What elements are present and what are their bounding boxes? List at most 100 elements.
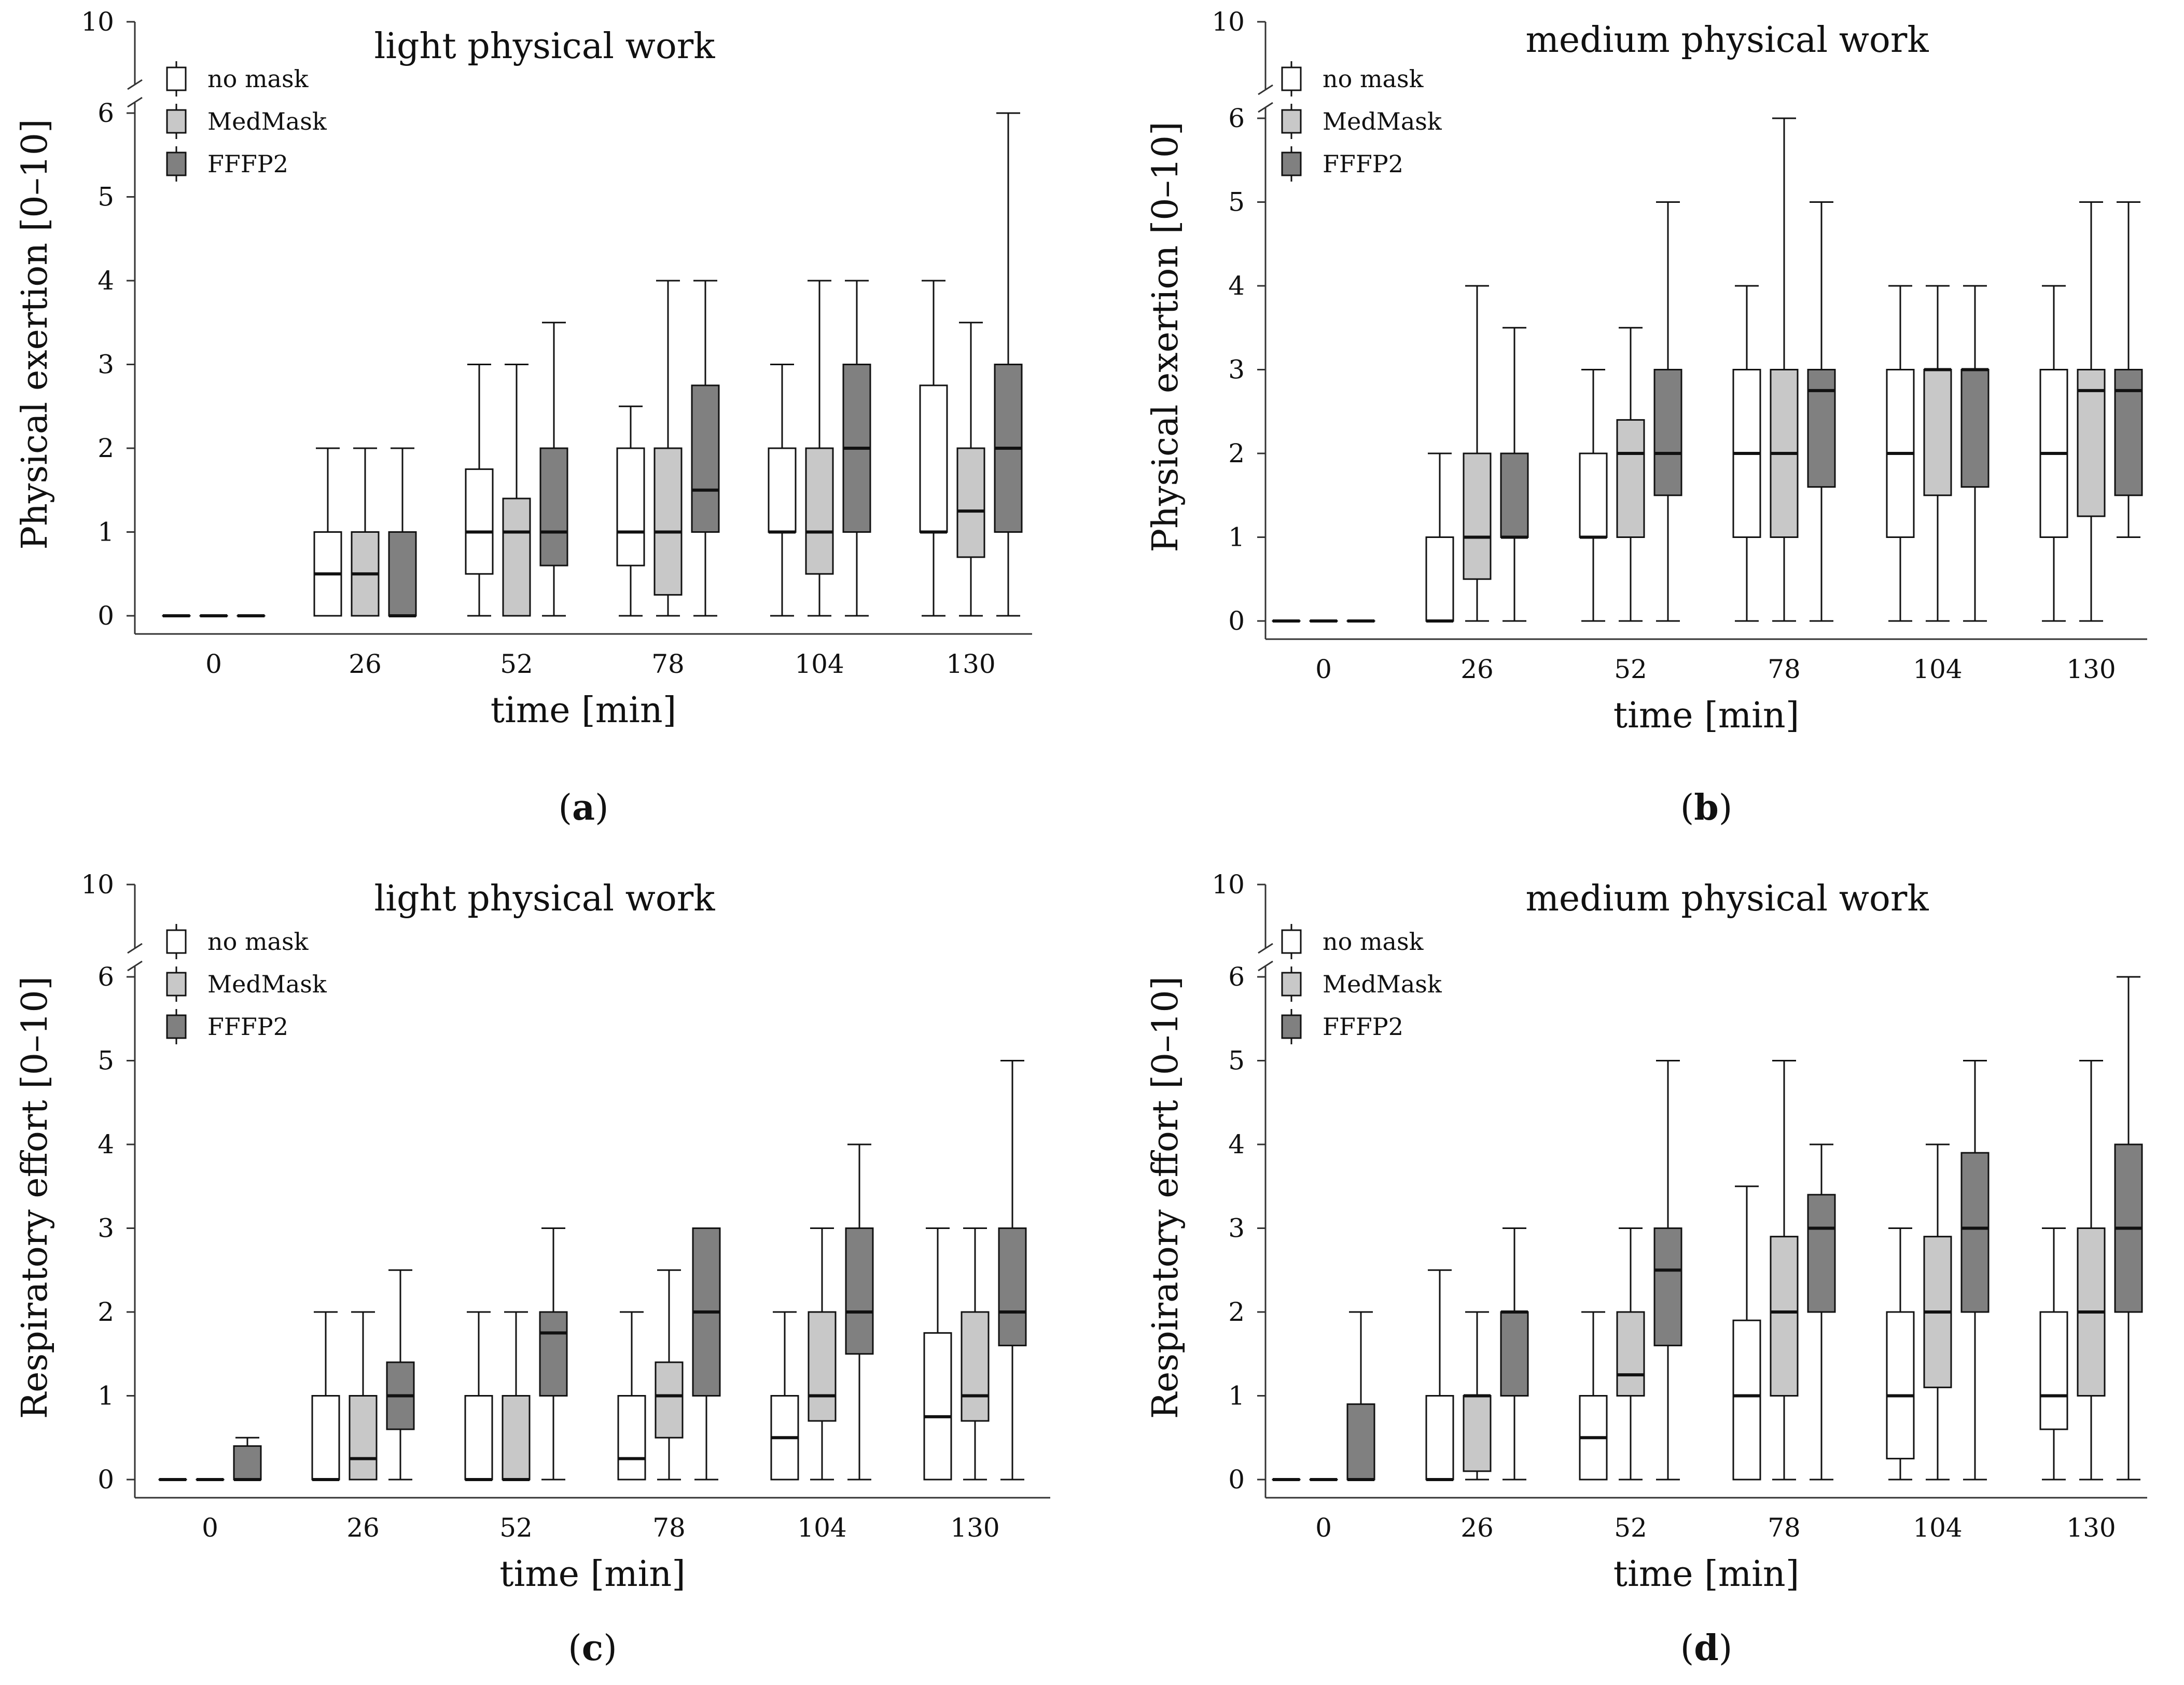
box-fffp2-52 [539, 322, 568, 617]
box-fffp2-78 [692, 1227, 721, 1481]
box-no-mask-52 [464, 1311, 493, 1481]
box-iqr [388, 531, 417, 617]
x-tick-label: 104 [795, 649, 844, 679]
box-fffp2-52 [539, 1227, 568, 1481]
box-no-mask-104 [768, 364, 797, 617]
box-iqr [923, 1332, 952, 1481]
box-no-mask-130 [919, 280, 948, 617]
y-tick-label: 10 [1212, 7, 1245, 37]
x-axis-label: time [min] [499, 1554, 686, 1595]
y-tick-label: 4 [98, 1129, 114, 1159]
legend-label: FFFP2 [1323, 150, 1403, 178]
box-medmask-52 [502, 364, 531, 617]
box-no-mask-130 [2039, 1227, 2068, 1481]
legend-swatch [1281, 151, 1302, 176]
axis-break-mark [127, 96, 143, 108]
box-medmask-26 [351, 447, 380, 617]
box-medmask-104 [808, 1227, 837, 1481]
box-no-mask-52 [465, 364, 494, 617]
chart-title: light physical work [374, 878, 716, 919]
y-tick-label: 0 [98, 1465, 114, 1495]
axis-break-mark [1258, 84, 1273, 95]
legend-swatch [166, 109, 187, 134]
box-no-mask-78 [1732, 285, 1761, 622]
legend-swatch [1281, 972, 1302, 997]
box-iqr [1500, 1311, 1529, 1397]
box-iqr [1732, 1319, 1761, 1481]
box-fffp2-26 [388, 447, 417, 617]
box-medmask-104 [1923, 285, 1952, 622]
legend-label: MedMask [207, 107, 327, 135]
y-tick-label: 2 [98, 433, 114, 463]
y-tick-label: 6 [1228, 962, 1245, 992]
box-iqr [539, 447, 568, 567]
y-tick-label: 1 [98, 517, 114, 547]
box-fffp2-130 [2114, 976, 2143, 1481]
x-tick-label: 0 [1315, 1513, 1332, 1543]
y-tick-label: 4 [98, 266, 114, 296]
y-tick-label: 2 [1228, 438, 1245, 468]
box-iqr [464, 1395, 493, 1481]
legend-label: no mask [207, 65, 309, 93]
box-iqr [617, 1395, 646, 1481]
box-no-mask-52 [1579, 369, 1608, 622]
x-tick-label: 104 [1913, 1513, 1962, 1543]
x-tick-label: 26 [349, 649, 382, 679]
box-fffp2-52 [1653, 1060, 1682, 1481]
box-iqr [691, 384, 720, 533]
box-medmask-52 [1616, 1227, 1645, 1481]
box-iqr [539, 1311, 568, 1397]
legend: no mask MedMask FFFP2 [1281, 61, 1442, 182]
chart-panel-a: light physical work 0 1 2 3 4 5 6 10 Physical exe… [15, 7, 1032, 828]
box-medmask-130 [961, 1227, 990, 1481]
y-tick-label: 10 [81, 7, 114, 37]
legend: no mask MedMask FFFP2 [166, 61, 327, 182]
box-fffp2-130 [2114, 201, 2143, 538]
box-medmask-78 [653, 280, 683, 617]
box-iqr [233, 1445, 262, 1481]
x-tick-label: 78 [1768, 1513, 1801, 1543]
box-iqr [768, 447, 797, 533]
legend-swatch [1281, 109, 1302, 134]
box-fffp2-52 [1653, 201, 1682, 622]
box-no-mask-78 [616, 405, 645, 617]
panel-letter: (d) [1680, 1627, 1733, 1669]
x-tick-label: 78 [651, 649, 685, 679]
box-medmask-130 [2077, 201, 2106, 622]
box-iqr [1346, 1403, 1375, 1481]
x-tick-label: 52 [499, 1513, 533, 1543]
y-tick-label: 10 [81, 869, 114, 900]
box-no-mask-130 [923, 1227, 952, 1481]
axis-break-mark [1258, 102, 1273, 113]
box-iqr [502, 498, 531, 617]
box-no-mask-104 [1886, 285, 1915, 622]
panel-letter: (b) [1680, 787, 1733, 828]
box-iqr [1807, 1194, 1836, 1313]
x-tick-label: 0 [1315, 654, 1332, 684]
box-iqr [1425, 536, 1454, 622]
box-no-mask-52 [1579, 1311, 1608, 1481]
chart-title: light physical work [374, 26, 716, 67]
box-no-mask-78 [1732, 1185, 1761, 1481]
x-tick-label: 130 [950, 1513, 999, 1543]
x-tick-label: 52 [1614, 654, 1647, 684]
y-tick-label: 4 [1228, 271, 1245, 301]
chart-panel-d: medium physical work 0 1 2 3 4 5 6 10 Respiratory… [1145, 869, 2147, 1669]
box-iqr [349, 1395, 378, 1481]
y-tick-label: 6 [98, 962, 114, 992]
legend-swatch [166, 1014, 187, 1039]
y-tick-label: 4 [1228, 1129, 1245, 1159]
axis-break-mark [127, 943, 143, 954]
box-no-mask-104 [1886, 1227, 1915, 1481]
y-axis-label: Respiratory effort [0–10] [15, 976, 55, 1419]
x-axis-label: time [min] [491, 690, 677, 731]
box-iqr [956, 447, 985, 558]
chart-panel-c: light physical work 0 1 2 3 4 5 6 10 Respiratory … [15, 869, 1050, 1669]
chart-title: medium physical work [1525, 20, 1929, 61]
box-fffp2-78 [1807, 201, 1836, 622]
legend-label: no mask [1323, 65, 1424, 93]
box-no-mask-26 [1425, 1269, 1454, 1481]
legend-swatch [1281, 1014, 1302, 1039]
box-medmask-26 [1463, 1311, 1492, 1481]
